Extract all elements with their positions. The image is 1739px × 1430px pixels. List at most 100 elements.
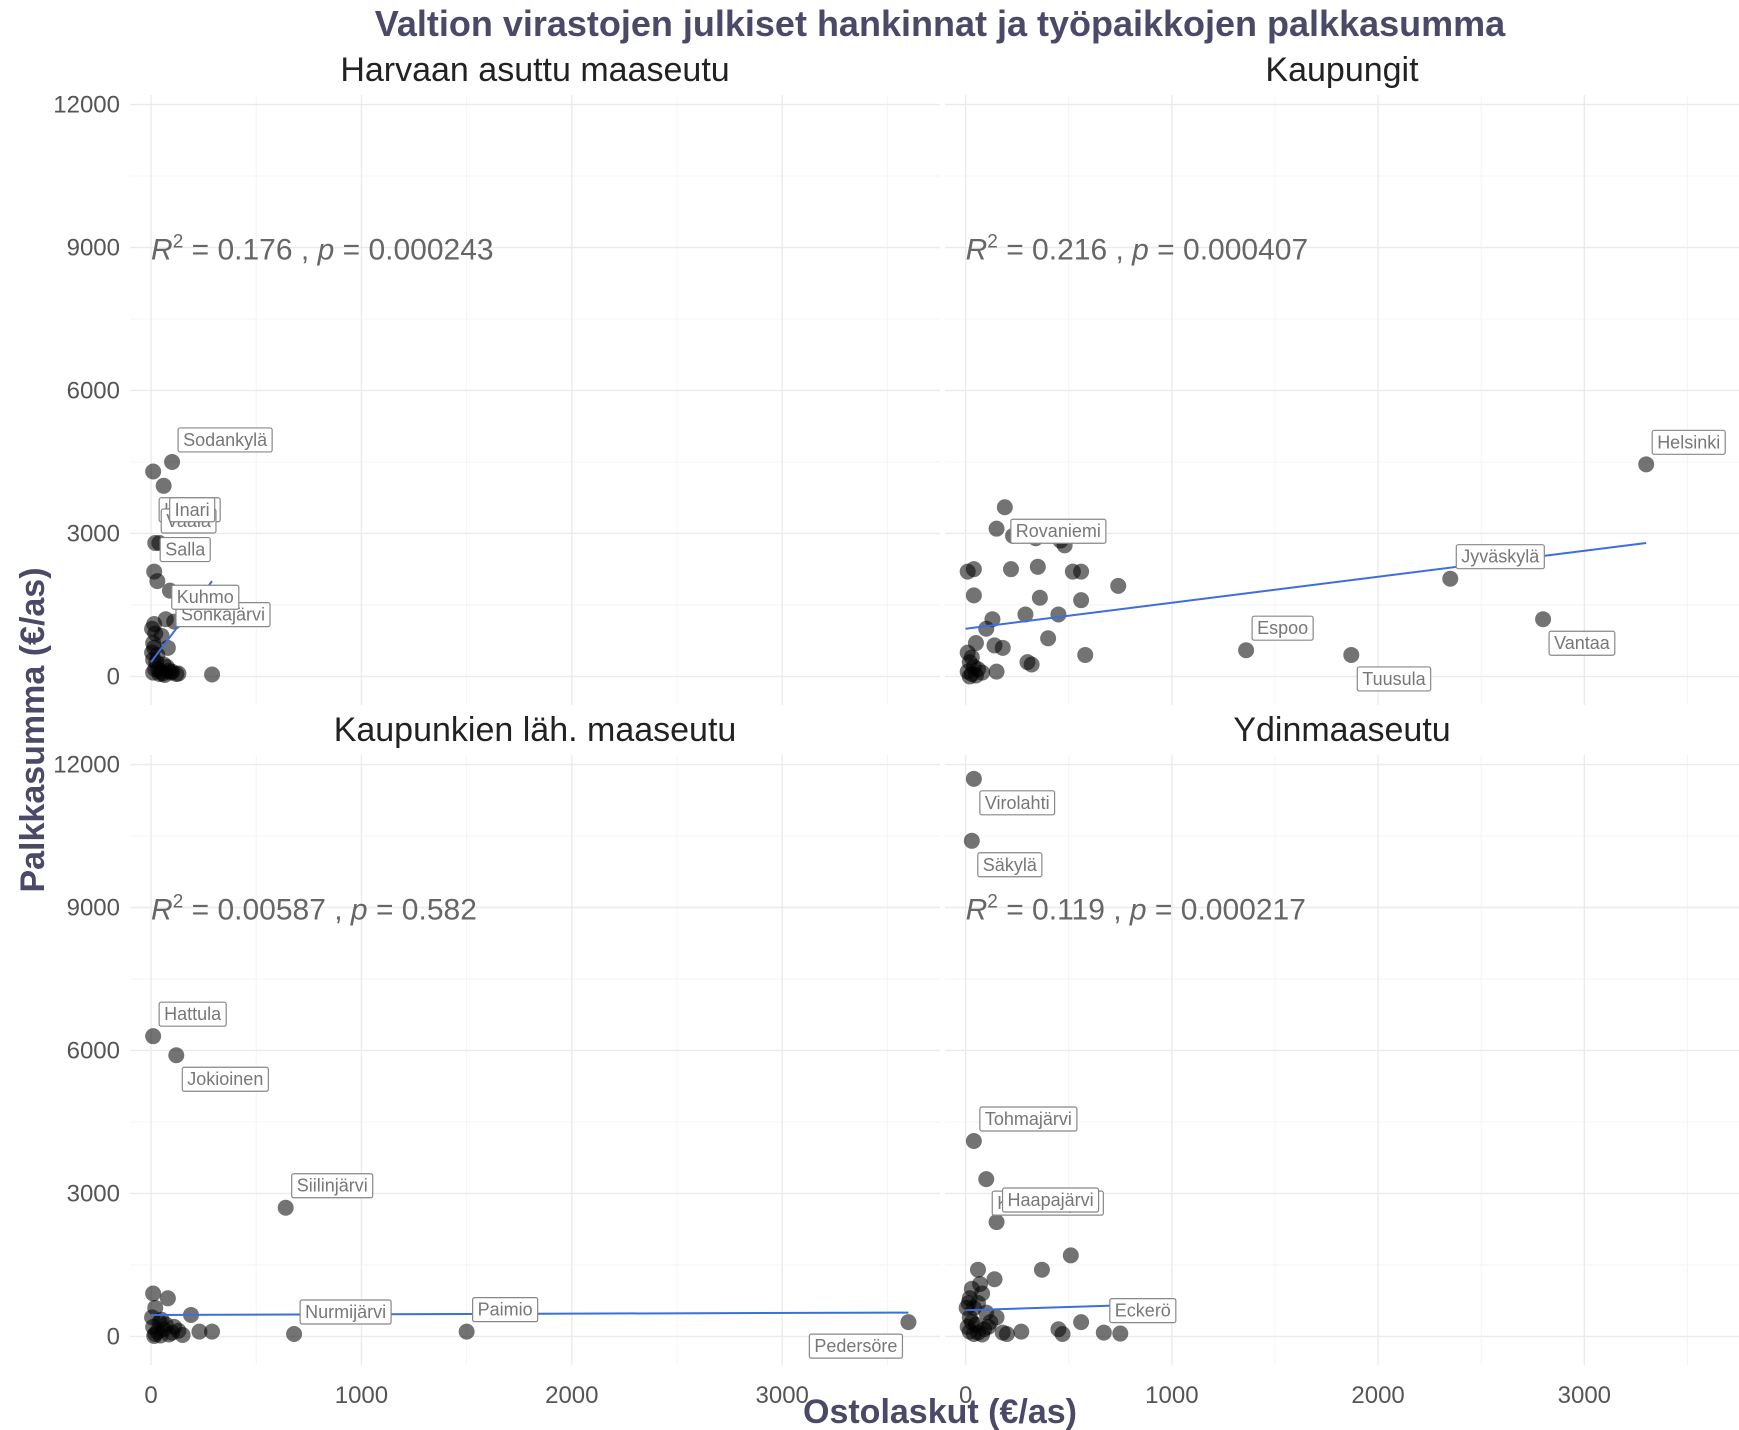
point-label-box [1109, 1297, 1177, 1324]
point-label-box [1001, 1187, 1100, 1213]
point-label-box [1010, 518, 1107, 544]
point-label-box [1455, 544, 1545, 570]
y-tick-label: 12000 [53, 92, 120, 119]
point-label-text: Sodankylä [183, 430, 268, 450]
point-label: Helsinki [1651, 429, 1726, 455]
point-label-box [171, 584, 240, 610]
y-tick-label: 9000 [67, 235, 120, 262]
point-label-text: Eckerö [1115, 1301, 1171, 1321]
point-label: Siilinjärvi [291, 1173, 374, 1199]
facet-panel: Kaupungit R2 = 0.216 , p = 0.000407 Helsin… [945, 51, 1739, 705]
data-point [996, 499, 1013, 516]
data-point [168, 666, 185, 683]
x-axis-title: Ostolaskut (€/as) [803, 1393, 1077, 1430]
data-point [146, 639, 163, 656]
data-point [988, 663, 1005, 680]
data-point [976, 1321, 993, 1338]
point-label: Jyväskylä [1455, 544, 1545, 570]
data-point [286, 1326, 303, 1343]
x-tick-label: 2000 [1351, 1382, 1404, 1409]
data-point [145, 463, 162, 480]
point-label: Eckerö [1109, 1297, 1177, 1324]
point-label-text: Säkylä [983, 855, 1038, 875]
data-point [1017, 606, 1034, 623]
point-label-text: Salla [165, 540, 206, 560]
data-point [160, 1326, 177, 1343]
y-tick-label: 3000 [67, 520, 120, 547]
point-label-box [472, 1297, 539, 1323]
x-tick-label: 2000 [545, 1382, 598, 1409]
data-point [960, 1295, 977, 1312]
point-label: Salla [159, 536, 211, 563]
point-label-text: Jyväskylä [1461, 547, 1540, 567]
y-tick-label: 9000 [67, 895, 120, 922]
facet-panel: Ydinmaaseutu 0 1000 2000 3000 R2 = 0.119 , p … [945, 711, 1739, 1409]
data-point [1535, 611, 1552, 628]
data-point [1077, 646, 1094, 663]
point-label-box [979, 1106, 1078, 1132]
regression-stat: R2 = 0.119 , p = 0.000217 [966, 892, 1306, 927]
facet-title: Kaupunkien läh. maaseutu [334, 711, 737, 749]
data-point [988, 1214, 1005, 1231]
point-label-text: Tohmajärvi [985, 1109, 1072, 1129]
point-label: Sodankylä [177, 427, 273, 453]
facet-panels: Harvaan asuttu maaseutu 0 3000 6000 9000 1200… [53, 51, 1739, 1409]
data-point [969, 1261, 986, 1278]
point-label-box [977, 852, 1043, 878]
point-label-box [169, 497, 216, 523]
data-point [1033, 1261, 1050, 1278]
data-point [965, 1133, 982, 1150]
data-point [1073, 592, 1090, 609]
point-label-text: Nurmijärvi [305, 1302, 386, 1322]
point-label: Kuhmo [171, 584, 240, 610]
x-tick-label: 1000 [335, 1382, 388, 1409]
point-label-text: Espoo [1257, 618, 1308, 638]
point-label: Virolahti [979, 790, 1056, 816]
data-point [1040, 630, 1057, 647]
data-point [1442, 570, 1459, 587]
point-label-box [181, 1066, 269, 1092]
data-point [1112, 1325, 1129, 1342]
facet-title: Harvaan asuttu maaseutu [340, 51, 729, 89]
data-point [988, 520, 1005, 537]
facet-title: Ydinmaaseutu [1233, 711, 1450, 749]
point-label-text: Rovaniemi [1016, 521, 1101, 541]
point-label: Haapajärvi [1001, 1187, 1100, 1213]
point-label: Espoo [1251, 615, 1314, 641]
data-point [159, 1290, 176, 1307]
data-point [965, 770, 982, 787]
data-point [1050, 606, 1067, 623]
data-point [1073, 1314, 1090, 1331]
y-axis-title: Palkkasumma (€/as) [14, 567, 52, 892]
x-tick-label: 0 [144, 1382, 157, 1409]
y-tick-label: 3000 [67, 1180, 120, 1207]
data-point [155, 477, 172, 494]
point-label-box [291, 1173, 374, 1199]
point-label-text: Hattula [164, 1004, 222, 1024]
data-point [965, 587, 982, 604]
point-label: Vantaa [1548, 630, 1616, 656]
point-label-text: Kuhmo [177, 587, 234, 607]
data-point [458, 1323, 475, 1340]
x-tick-label: 3000 [756, 1382, 809, 1409]
y-tick-label: 0 [107, 1323, 120, 1350]
point-label-text: Helsinki [1657, 432, 1720, 452]
point-label-box [158, 1001, 227, 1027]
point-label-text: Tuusula [1362, 669, 1426, 689]
point-label-text: Vantaa [1554, 633, 1611, 653]
regression-stat: R2 = 0.176 , p = 0.000243 [151, 232, 494, 267]
point-label: Tohmajärvi [979, 1106, 1078, 1132]
point-label-box [1651, 429, 1726, 455]
data-point [978, 1171, 995, 1188]
point-label: Paimio [472, 1297, 539, 1323]
point-label: Pedersöre [808, 1333, 904, 1359]
data-point [1023, 656, 1040, 673]
point-label-box [1251, 615, 1314, 641]
y-tick-label: 6000 [67, 377, 120, 404]
facet-title: Kaupungit [1265, 51, 1419, 89]
data-point [978, 620, 995, 637]
data-point [967, 667, 984, 684]
data-point [145, 1285, 162, 1302]
y-tick-label: 6000 [67, 1037, 120, 1064]
point-label-box [1356, 666, 1432, 692]
